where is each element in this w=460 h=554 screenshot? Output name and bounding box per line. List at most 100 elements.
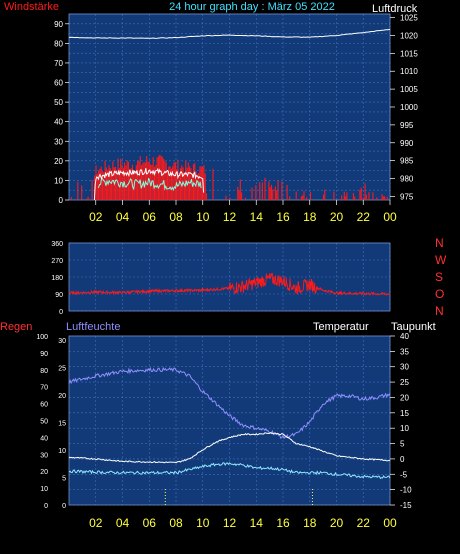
regen-y-tick: 40 [40,435,48,442]
regen-y-tick: 70 [40,385,48,392]
regen-y-tick: 80 [40,368,48,375]
regen-label: Regen [0,321,32,333]
temp-y-tick: 35 [400,347,409,356]
temp-y-tick: -10 [400,486,412,495]
direction-panel-frame [68,242,391,312]
dewpoint-line [68,462,391,480]
direction-y-tick: 360 [51,241,63,248]
wind-y-tick: 60 [54,79,63,88]
taupunkt-label: Taupunkt [391,321,436,333]
temp-y-tick: -15 [400,501,412,510]
wind-y-tick: 0 [59,196,64,205]
wind-y-tick: 10 [54,176,63,185]
regen-y-tick: 30 [40,452,48,459]
temp-y-tick: 15 [400,409,409,418]
wind-y-tick: 20 [54,157,63,166]
regen-y-tick: 10 [40,486,48,493]
climate-panel-frame [68,335,391,506]
temperature-line [68,432,391,464]
temp-y-tick: 0 [400,455,405,464]
humidity-y-tick: 5 [62,476,66,483]
climate-x-tick: 00 [383,516,397,530]
temp-y-tick: 10 [400,424,409,433]
wind-x-tick: 06 [143,210,157,224]
regen-y-tick: 50 [40,419,48,426]
temp-y-tick: 5 [400,440,405,449]
regen-y-tick: 20 [40,469,48,476]
humidity-y-tick: 20 [58,393,66,400]
climate-x-tick: 08 [169,516,183,530]
chart-title: 24 hour graph day : März 05 2022 [169,1,335,13]
pressure-y-tick: 990 [400,139,414,148]
compass-label: S [435,270,443,284]
pressure-line [68,28,391,39]
wind-x-tick: 14 [250,210,264,224]
compass-label: N [435,236,444,250]
wind-y-tick: 30 [54,137,63,146]
climate-x-tick: 04 [116,516,130,530]
humidity-y-tick: 25 [58,366,66,373]
wind-x-tick: 12 [223,210,237,224]
pressure-y-tick: 980 [400,175,414,184]
luftfeuchte-label: Luftfeuchte [66,321,120,333]
direction-y-tick: 270 [51,258,63,265]
temp-y-tick: 25 [400,378,409,387]
temp-y-tick: -5 [400,470,408,479]
temp-y-tick: 20 [400,393,409,402]
wind-y-tick: 80 [54,39,63,48]
gust-line [97,176,202,192]
wind-x-tick: 08 [169,210,183,224]
humidity-y-tick: 30 [58,338,66,345]
climate-x-tick: 20 [330,516,344,530]
direction-y-tick: 90 [55,292,63,299]
wind-x-tick: 04 [116,210,130,224]
wind-x-tick: 00 [383,210,397,224]
wind-x-tick: 20 [330,210,344,224]
direction-y-tick: 0 [59,309,63,316]
climate-x-tick: 06 [143,516,157,530]
wind-y-tick: 50 [54,98,63,107]
compass-label: N [435,304,444,318]
pressure-y-tick: 1000 [400,103,418,112]
wind-y-tick: 40 [54,118,63,127]
climate-x-tick: 12 [223,516,237,530]
wind-x-tick: 02 [89,210,103,224]
temp-y-tick: 40 [400,332,409,341]
wind-y-tick: 90 [54,20,63,29]
pressure-y-tick: 1010 [400,67,418,76]
pressure-y-tick: 975 [400,192,414,201]
wind-x-tick: 10 [196,210,210,224]
humidity-y-tick: 15 [58,421,66,428]
climate-x-tick: 02 [89,516,103,530]
humidity-y-tick: 0 [62,503,66,510]
climate-x-tick: 14 [250,516,264,530]
temp-y-tick: 30 [400,363,409,372]
wind-x-tick: 16 [276,210,290,224]
direction-line [68,272,391,296]
pressure-y-tick: 1025 [400,14,418,23]
regen-y-tick: 0 [44,503,48,510]
pressure-y-tick: 985 [400,157,414,166]
compass-label: W [435,253,447,267]
windstaerke-label: Windstärke [4,1,59,13]
wind-y-tick: 70 [54,59,63,68]
regen-y-tick: 60 [40,402,48,409]
wind-avg-line [93,167,205,201]
pressure-y-tick: 1005 [400,85,418,94]
climate-x-tick: 16 [276,516,290,530]
climate-x-tick: 18 [303,516,317,530]
regen-y-tick: 100 [36,334,48,341]
climate-x-tick: 22 [357,516,371,530]
wind-x-tick: 18 [303,210,317,224]
pressure-y-tick: 1020 [400,31,418,40]
regen-y-tick: 90 [40,351,48,358]
pressure-y-tick: 995 [400,121,414,130]
climate-x-tick: 10 [196,516,210,530]
direction-y-tick: 180 [51,275,63,282]
wind-x-tick: 22 [357,210,371,224]
temperatur-label: Temperatur [313,321,369,333]
pressure-y-tick: 1015 [400,49,418,58]
humidity-line [68,366,391,440]
compass-label: O [435,287,444,301]
